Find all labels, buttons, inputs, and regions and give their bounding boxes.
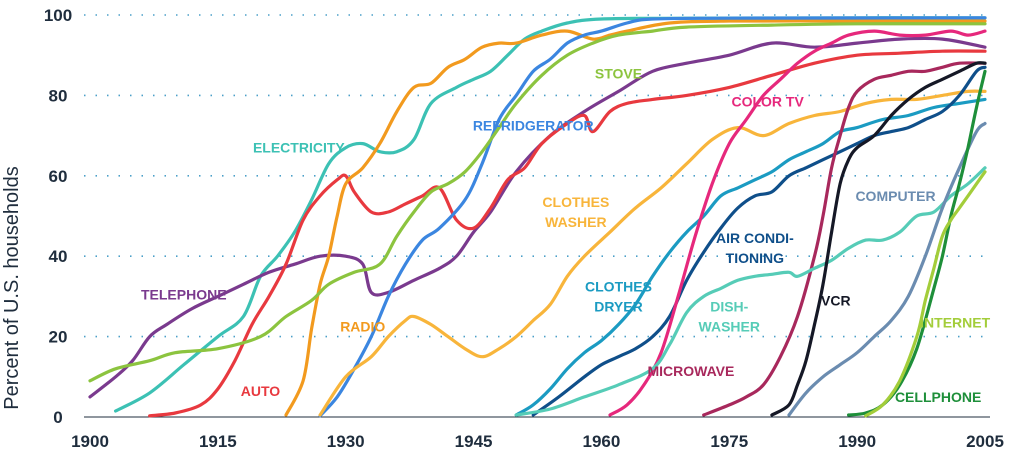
series-line-telephone — [88, 36, 987, 399]
series-label-washer: WASHER — [545, 214, 606, 230]
series-line-computer — [787, 121, 987, 417]
series-label-vcr: VCR — [821, 292, 851, 308]
series-label-telephone: TELEPHONE — [141, 286, 227, 302]
series-lines — [88, 16, 987, 418]
series-line-internet — [864, 170, 987, 418]
series-line-electricity — [114, 16, 987, 413]
series-line-air-conditioning — [531, 65, 987, 417]
x-tick-label: 1945 — [455, 432, 493, 451]
x-tick-label: 2005 — [966, 432, 1004, 451]
series-label-stove: STOVE — [595, 65, 642, 81]
series-line-vcr — [770, 61, 987, 417]
series-label-cellphone: CELLPHONE — [895, 389, 981, 405]
series-line-color-tv — [608, 29, 987, 417]
series-line-refridgerator — [318, 16, 987, 418]
series-label-microwave: MICROWAVE — [647, 363, 734, 379]
series-line-radio — [284, 19, 987, 417]
y-tick-label: 0 — [53, 408, 62, 427]
x-tick-label: 1960 — [583, 432, 621, 451]
y-axis-label: Percent of U.S. households — [1, 166, 23, 409]
series-label-internet: INTERNET — [920, 315, 990, 331]
series-label-dryer: DRYER — [594, 298, 643, 314]
series-labels: ELECTRICITY TELEPHONE AUTO RADIO REFRIDGERAT… — [141, 65, 991, 405]
x-tick-label: 1915 — [199, 432, 237, 451]
series-line-auto — [148, 49, 987, 418]
y-tick-label: 80 — [49, 86, 68, 105]
series-line-stove — [88, 22, 987, 383]
y-tick-label: 20 — [49, 328, 68, 347]
x-tick-label: 1900 — [71, 432, 109, 451]
series-label-clothes: CLOTHES — [542, 194, 609, 210]
series-label-color-tv: COLOR TV — [731, 93, 804, 109]
series-label-radio: RADIO — [340, 319, 385, 335]
series-label-washer: WASHER — [699, 319, 760, 335]
series-label-computer: COMPUTER — [855, 188, 935, 204]
x-tick-label: 1975 — [710, 432, 748, 451]
series-line-clothes-dryer — [514, 97, 987, 417]
series-line-clothes-washer — [318, 89, 987, 417]
series-line-dish-washer — [514, 166, 987, 417]
series-label-clothes: CLOTHES — [585, 278, 652, 294]
series-label-dish: DISH- — [710, 298, 748, 314]
series-label-electricity: ELECTRICITY — [253, 140, 345, 156]
series-label-tioning: TIONING — [726, 250, 784, 266]
tick-labels: 0 20 40 60 80 100 1900 1915 1930 1945 1960 1975 1990… — [44, 6, 1004, 451]
y-tick-label: 60 — [49, 167, 68, 186]
x-tick-label: 1990 — [838, 432, 876, 451]
y-tick-label: 100 — [44, 6, 72, 25]
y-tick-label: 40 — [49, 247, 68, 266]
series-label-auto: AUTO — [241, 383, 281, 399]
series-line-microwave — [702, 61, 987, 417]
series-label-refridgerator: REFRIDGERATOR — [473, 118, 594, 134]
series-label-air-condi: AIR CONDI- — [716, 230, 794, 246]
x-tick-label: 1930 — [327, 432, 365, 451]
